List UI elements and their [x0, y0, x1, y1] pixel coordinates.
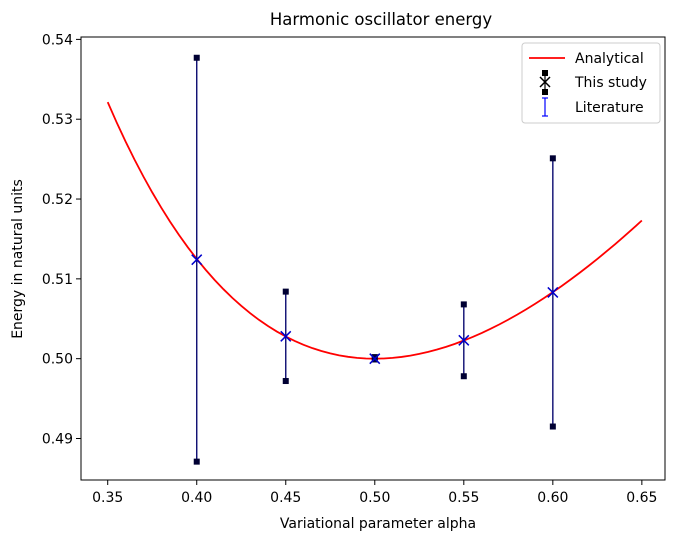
x-tick-label-4: 0.55 [448, 490, 479, 506]
y-tick-label-4: 0.53 [42, 112, 73, 128]
y-tick-label-3: 0.52 [42, 192, 73, 208]
legend-this-study-swatch [539, 70, 551, 95]
errorbar-cap-low-4 [549, 423, 556, 430]
y-axis: 0.49 0.50 0.51 0.52 0.53 0.54 [42, 32, 81, 447]
data-point-1 [280, 330, 292, 342]
legend-literature-label: Literature [575, 100, 644, 116]
errorbar-cap-high-3 [460, 301, 467, 308]
y-tick-label-2: 0.51 [42, 272, 73, 288]
x-tick-label-0: 0.35 [92, 490, 123, 506]
x-tick-label-1: 0.40 [181, 490, 212, 506]
y-tick-label-5: 0.54 [42, 32, 73, 48]
x-tick-label-2: 0.45 [270, 490, 301, 506]
data-point-4 [547, 286, 559, 298]
legend: Analytical This study Literature [521, 42, 661, 124]
x-tick-label-3: 0.50 [359, 490, 390, 506]
analytical-curve [106, 101, 643, 360]
axes-frame [80, 36, 666, 481]
legend-box [521, 42, 661, 124]
x-axis-label: Variational parameter alpha [280, 516, 476, 532]
y-axis-label: Energy in natural units [10, 179, 26, 339]
chart-title: Harmonic oscillator energy [270, 10, 492, 29]
data-point-2 [369, 353, 381, 365]
legend-literature-swatch [542, 97, 548, 117]
errorbar-cap-low-0 [193, 458, 200, 465]
data-point-3 [458, 334, 470, 346]
errorbar-cap-high-4 [549, 155, 556, 162]
x-tick-label-6: 0.65 [626, 490, 657, 506]
errorbar-cap-low-3 [460, 373, 467, 380]
x-tick-label-5: 0.60 [537, 490, 568, 506]
x-axis: 0.35 0.40 0.45 0.50 0.55 0.60 0.65 [92, 480, 657, 506]
plot-area [106, 54, 643, 465]
errorbar-cap-low-1 [282, 378, 289, 385]
errorbar-cap-high-0 [193, 54, 200, 61]
legend-analytical-label: Analytical [575, 51, 644, 67]
y-tick-label-0: 0.49 [42, 431, 73, 447]
data-point-0 [191, 254, 203, 266]
legend-this-study-label: This study [574, 75, 647, 91]
errorbar-cap-high-1 [282, 288, 289, 295]
y-tick-label-1: 0.50 [42, 352, 73, 368]
